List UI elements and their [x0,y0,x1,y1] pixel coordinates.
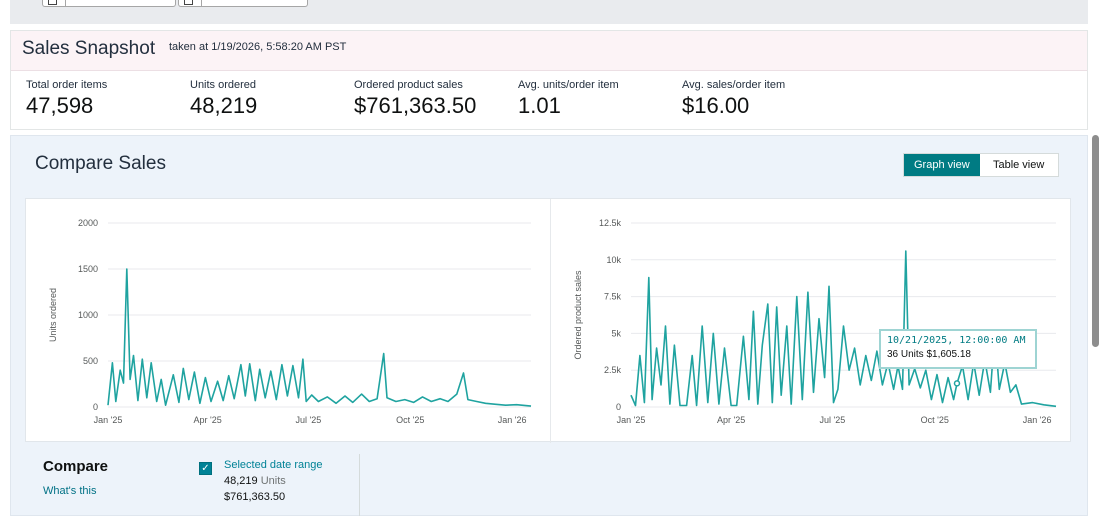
y-tick-label: 7.5k [604,292,622,302]
x-tick-label: Jul '25 [296,415,322,425]
start-date-field[interactable] [42,0,176,7]
snapshot-title: Sales Snapshot [22,38,156,59]
metric-value: $761,363.50 [354,93,477,118]
compare-sales-panel: Compare Sales Graph view Table view 0 500… [10,135,1088,516]
range-units-value: 48,219 [224,475,258,487]
y-axis-label: Units ordered [48,288,58,342]
y-tick-label: 10k [606,255,621,265]
date-range-bar [10,0,1088,24]
metric-value: 48,219 [190,93,258,118]
x-tick-label: Jan '25 [617,415,646,425]
metric-total-order-items: Total order items 47,598 [26,79,107,119]
selected-range-checkbox[interactable]: ✓ [199,462,212,475]
metric-label: Ordered product sales [354,79,463,91]
selected-range-units: 48,219 Units [224,475,286,487]
metric-value: 47,598 [26,93,94,118]
metric-ordered-product-sales: Ordered product sales $761,363.50 [354,79,476,119]
metric-label: Avg. units/order item [518,79,619,91]
x-tick-label: Oct '25 [396,415,424,425]
y-tick-label: 0 [616,402,621,412]
sales-snapshot: Sales Snapshot taken at 1/19/2026, 5:58:… [10,30,1088,130]
x-tick-label: Apr '25 [717,415,745,425]
selected-range-label[interactable]: Selected date range [224,459,323,471]
y-tick-label: 2000 [78,218,98,228]
tooltip-detail: 36 Units $1,605.18 [887,349,971,360]
compare-label: Compare [43,458,109,475]
y-tick-label: 2.5k [604,365,622,375]
y-tick-label: 500 [83,356,98,366]
series-line [107,268,532,407]
selected-range-sales: $761,363.50 [224,491,286,503]
y-axis-label: Ordered product sales [573,270,583,360]
x-tick-label: Jan '25 [94,415,123,425]
x-tick-label: Oct '25 [921,415,949,425]
y-tick-label: 1500 [78,264,98,274]
metric-avg-units-per-order-item: Avg. units/order item 1.01 [518,79,619,119]
whats-this-link[interactable]: What's this [43,485,97,497]
metric-value: $16.00 [682,93,750,118]
compare-divider [359,454,360,516]
x-tick-label: Apr '25 [194,415,222,425]
scrollbar-thumb[interactable] [1092,135,1099,347]
graph-view-button[interactable]: Graph view [904,154,980,176]
table-view-button[interactable]: Table view [992,159,1045,171]
charts-container: 0 500 1000 1500 2000 Jan '25 Apr '25 Jul '25 Oct… [25,198,1071,443]
snapshot-timestamp: taken at 1/19/2026, 5:58:20 AM PST [169,41,347,53]
y-tick-label: 12.5k [599,218,622,228]
metric-units-ordered: Units ordered 48,219 [190,79,257,119]
y-tick-label: 0 [93,402,98,412]
x-tick-label: Jan '26 [1023,415,1052,425]
x-tick-label: Jul '25 [820,415,846,425]
view-toggle: Graph view Table view [903,153,1059,177]
metric-value: 1.01 [518,93,561,118]
calendar-icon[interactable] [48,0,57,5]
metric-label: Total order items [26,79,108,91]
chart-divider [550,199,551,443]
snapshot-header: Sales Snapshot taken at 1/19/2026, 5:58:… [11,31,1087,71]
range-units-word: Units [260,475,286,487]
metric-avg-sales-per-order-item: Avg. sales/order item $16.00 [682,79,785,119]
charts-svg: 0 500 1000 1500 2000 Jan '25 Apr '25 Jul '25 Oct… [48,218,1057,425]
metric-label: Avg. sales/order item [682,79,786,91]
chart-tooltip: 10/21/2025, 12:00:00 AM 36 Units $1,605.… [879,329,1037,369]
y-tick-label: 5k [611,328,621,338]
series-line [630,250,1057,408]
calendar-icon[interactable] [184,0,193,5]
y-tick-label: 1000 [78,310,98,320]
tooltip-date: 10/21/2025, 12:00:00 AM [887,335,1026,346]
x-tick-label: Jan '26 [498,415,527,425]
metric-label: Units ordered [190,79,257,91]
hover-point [953,380,961,387]
compare-sales-title: Compare Sales [35,153,166,174]
end-date-field[interactable] [178,0,308,7]
